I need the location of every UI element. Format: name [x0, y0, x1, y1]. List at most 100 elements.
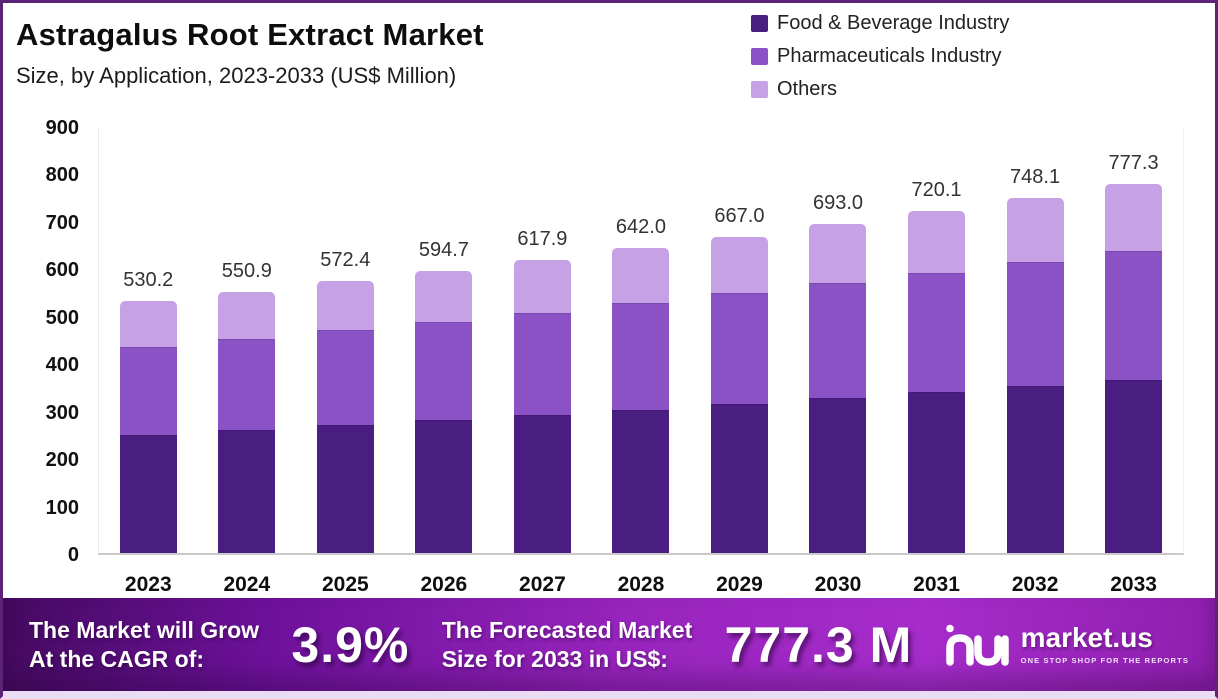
- stacked-bar: [218, 291, 276, 553]
- x-axis-label: 2028: [617, 573, 665, 596]
- bar-total-label: 642.0: [615, 216, 666, 239]
- bar-total-label: 720.1: [911, 179, 962, 202]
- bar-segment: [710, 404, 768, 553]
- brand-name: market.us: [1020, 622, 1153, 653]
- cagr-value: 3.9%: [291, 616, 410, 673]
- legend-swatch-icon: [751, 81, 768, 98]
- x-axis-label: 2023: [124, 573, 172, 596]
- bar-segment: [119, 346, 177, 435]
- bar-column: 720.1 2031: [888, 128, 986, 596]
- bar-column: 617.9 2027: [493, 128, 591, 596]
- bar-segment: [809, 224, 867, 284]
- bar-segment: [1105, 379, 1163, 553]
- legend-item-others: Others: [751, 78, 1009, 101]
- forecast-caption-line2: Size for 2033 in US$:: [441, 645, 668, 672]
- bar-total-label: 530.2: [123, 269, 174, 292]
- page-subtitle: Size, by Application, 2023-2033 (US$ Mil…: [16, 63, 457, 88]
- bar-segment: [612, 303, 670, 410]
- stacked-bar: [316, 281, 374, 553]
- y-axis-tick-label: 200: [45, 449, 79, 472]
- y-axis-tick-label: 600: [45, 259, 79, 282]
- stacked-bar: [908, 211, 966, 553]
- bars-container: 530.2 2023 550.9 2024 572.4 2025 594.7 2026 617.…: [99, 128, 1183, 596]
- x-axis-label: 2027: [519, 573, 566, 596]
- legend-swatch-icon: [751, 15, 768, 32]
- brand-tagline: ONE STOP SHOP FOR THE REPORTS: [1020, 656, 1189, 665]
- bar-segment: [218, 430, 276, 553]
- x-axis-label: 2033: [1110, 573, 1157, 596]
- brand-logo: market.us ONE STOP SHOP FOR THE REPORTS: [945, 622, 1189, 668]
- cagr-caption-line1: The Market will Grow: [29, 617, 260, 644]
- brand-text: market.us ONE STOP SHOP FOR THE REPORTS: [1020, 622, 1189, 666]
- bar-total-label: 617.9: [517, 227, 568, 250]
- bar-segment: [316, 330, 374, 426]
- stacked-bar: [415, 270, 473, 553]
- stacked-bar: [710, 236, 768, 553]
- bar-segment: [1006, 261, 1064, 387]
- bar-column: 572.4 2025: [296, 128, 394, 596]
- stacked-bar: [513, 259, 571, 553]
- bar-segment: [415, 420, 473, 553]
- y-axis-tick-label: 900: [45, 117, 79, 139]
- stacked-bar: [809, 224, 867, 553]
- x-axis-label: 2031: [913, 573, 960, 596]
- legend-label: Food & Beverage Industry: [777, 12, 1010, 34]
- bar-segment: [218, 291, 276, 339]
- forecast-caption: The Forecasted Market Size for 2033 in U…: [442, 616, 693, 672]
- x-axis-label: 2024: [223, 573, 271, 596]
- cagr-banner: The Market will Grow At the CAGR of: 3.9…: [3, 598, 1215, 691]
- legend-swatch-icon: [751, 48, 768, 65]
- bar-segment: [513, 259, 571, 313]
- x-axis-label: 2032: [1011, 573, 1059, 596]
- bar-segment: [1006, 198, 1064, 262]
- stacked-bar-chart: 0 100 200 300 400 500 600 700 800 900 530.2 2023 55…: [3, 3, 1218, 603]
- bar-column: 550.9 2024: [198, 128, 296, 596]
- bar-segment: [119, 434, 177, 553]
- bar-column: 748.1 2032: [986, 128, 1084, 596]
- bar-segment: [316, 425, 374, 553]
- bar-segment: [218, 338, 276, 431]
- bar-segment: [809, 283, 867, 399]
- legend-item-pharmaceuticals: Pharmaceuticals Industry: [751, 45, 1009, 68]
- bar-column: 777.3 2033: [1085, 128, 1183, 596]
- x-axis-label: 2026: [420, 573, 468, 596]
- y-axis-tick-label: 800: [45, 164, 79, 187]
- bar-total-label: 777.3: [1108, 152, 1159, 175]
- stacked-bar: [1006, 198, 1064, 553]
- bar-segment: [710, 236, 768, 294]
- bar-segment: [513, 415, 571, 553]
- stacked-bar: [1105, 184, 1163, 553]
- bar-column: 693.0 2030: [789, 128, 887, 596]
- legend-label: Others: [777, 78, 838, 100]
- bar-segment: [1105, 250, 1163, 380]
- bar-column: 530.2 2023: [99, 128, 197, 596]
- bar-segment: [908, 272, 966, 393]
- marketus-logo-icon: [945, 624, 1009, 666]
- bar-column: 667.0 2029: [690, 128, 788, 596]
- page-title: Astragalus Root Extract Market: [16, 17, 484, 52]
- legend-item-food-beverage: Food & Beverage Industry: [751, 12, 1009, 35]
- bar-segment: [612, 409, 670, 553]
- stacked-bar: [612, 248, 670, 553]
- y-axis-tick-label: 0: [67, 544, 79, 566]
- bar-total-label: 667.0: [714, 204, 765, 227]
- bar-column: 642.0 2028: [592, 128, 690, 596]
- y-axis-tick-label: 400: [45, 354, 79, 377]
- y-axis: 0 100 200 300 400 500 600 700 800 900: [11, 117, 79, 566]
- cagr-caption: The Market will Grow At the CAGR of:: [29, 616, 259, 672]
- bar-segment: [710, 293, 768, 405]
- bar-segment: [316, 281, 374, 331]
- bar-segment: [415, 270, 473, 322]
- bar-total-label: 594.7: [418, 238, 469, 261]
- forecast-caption-line1: The Forecasted Market: [441, 617, 693, 644]
- bar-segment: [908, 211, 966, 273]
- legend-label: Pharmaceuticals Industry: [777, 45, 1002, 67]
- bar-column: 594.7 2026: [395, 128, 493, 596]
- plot-area: 530.2 2023 550.9 2024 572.4 2025 594.7 2026 617.…: [98, 128, 1184, 596]
- bar-segment: [1006, 386, 1064, 553]
- y-axis-tick-label: 100: [45, 496, 79, 519]
- bar-total-label: 748.1: [1010, 166, 1061, 189]
- bar-segment: [908, 392, 966, 553]
- bar-segment: [809, 398, 867, 553]
